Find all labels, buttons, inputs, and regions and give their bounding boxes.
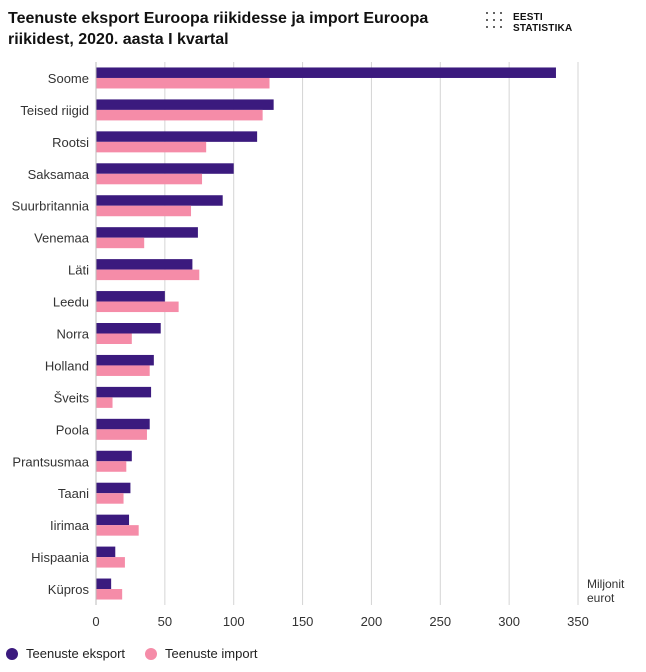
- x-tick-label: 250: [429, 614, 451, 629]
- category-label: Suurbritannia: [12, 199, 90, 214]
- category-label: Prantsusmaa: [12, 454, 89, 469]
- bar-import: [96, 173, 203, 185]
- category-label: Taani: [58, 486, 89, 501]
- bar-export: [96, 99, 274, 110]
- category-label: Rootsi: [52, 135, 89, 150]
- bar-export: [96, 450, 132, 462]
- bar-export: [96, 482, 131, 494]
- logo-line-2: STATISTIKA: [513, 23, 573, 34]
- x-tick-label: 150: [292, 614, 314, 629]
- bar-export: [96, 131, 258, 142]
- x-axis-unit-label: Miljonit: [587, 577, 625, 591]
- legend-label-export: Teenuste eksport: [26, 646, 126, 661]
- legend-label-import: Teenuste import: [165, 646, 258, 661]
- category-label: Saksamaa: [28, 167, 90, 182]
- bar-export: [96, 259, 193, 270]
- category-label: Norra: [56, 327, 89, 342]
- category-label: Hispaania: [31, 550, 90, 565]
- bar-import: [96, 365, 150, 376]
- bar-import: [96, 109, 263, 121]
- bar-import: [96, 77, 270, 89]
- legend: Teenuste eksport Teenuste import: [6, 646, 278, 661]
- statistics-logo-icon: [486, 12, 502, 28]
- bar-export: [96, 195, 223, 206]
- category-label: Teised riigid: [20, 103, 89, 118]
- x-tick-label: 0: [92, 614, 99, 629]
- logo-line-1: EESTI: [513, 12, 543, 23]
- statistics-logo-text: EESTI STATISTIKA: [513, 12, 572, 34]
- bar-import: [96, 269, 200, 281]
- chart-title: Teenuste eksport Euroopa riikidesse ja i…: [8, 10, 429, 48]
- x-tick-label: 200: [361, 614, 383, 629]
- bar-export: [96, 67, 556, 78]
- bar-import: [96, 301, 179, 313]
- bar-import: [96, 461, 127, 472]
- bar-export: [96, 546, 116, 558]
- bar-import: [96, 237, 145, 249]
- category-label: Leedu: [53, 295, 89, 310]
- category-label: Holland: [45, 358, 89, 373]
- category-label: Šveits: [54, 390, 90, 405]
- bar-import: [96, 205, 192, 217]
- bar-import: [96, 589, 123, 600]
- x-tick-label: 300: [498, 614, 520, 629]
- x-tick-label: 350: [567, 614, 589, 629]
- bar-export: [96, 291, 165, 302]
- x-axis-unit-label: eurot: [587, 591, 615, 605]
- category-label: Venemaa: [34, 231, 90, 246]
- x-tick-label: 50: [158, 614, 172, 629]
- bar-export: [96, 323, 161, 334]
- legend-item-export[interactable]: Teenuste eksport: [6, 646, 125, 661]
- bar-export: [96, 578, 112, 590]
- bar-export: [96, 227, 198, 238]
- category-label: Küpros: [48, 582, 90, 597]
- bar-export: [96, 354, 154, 366]
- bar-export: [96, 418, 150, 430]
- legend-swatch-import: [145, 647, 158, 660]
- x-tick-label: 100: [223, 614, 245, 629]
- legend-item-import[interactable]: Teenuste import: [145, 646, 258, 661]
- bar-import: [96, 525, 139, 536]
- bar-import: [96, 493, 124, 504]
- bar-import: [96, 429, 147, 440]
- bar-import: [96, 333, 132, 344]
- legend-swatch-export: [6, 647, 18, 660]
- bar-export: [96, 163, 234, 174]
- bar-import: [96, 557, 125, 568]
- bar-export: [96, 514, 130, 526]
- category-label: Soome: [48, 71, 89, 86]
- category-label: Iirimaa: [50, 518, 90, 533]
- category-label: Läti: [68, 263, 89, 278]
- bar-import: [96, 397, 113, 408]
- bar-import: [96, 141, 207, 153]
- category-label: Poola: [56, 422, 90, 437]
- bar-export: [96, 386, 152, 398]
